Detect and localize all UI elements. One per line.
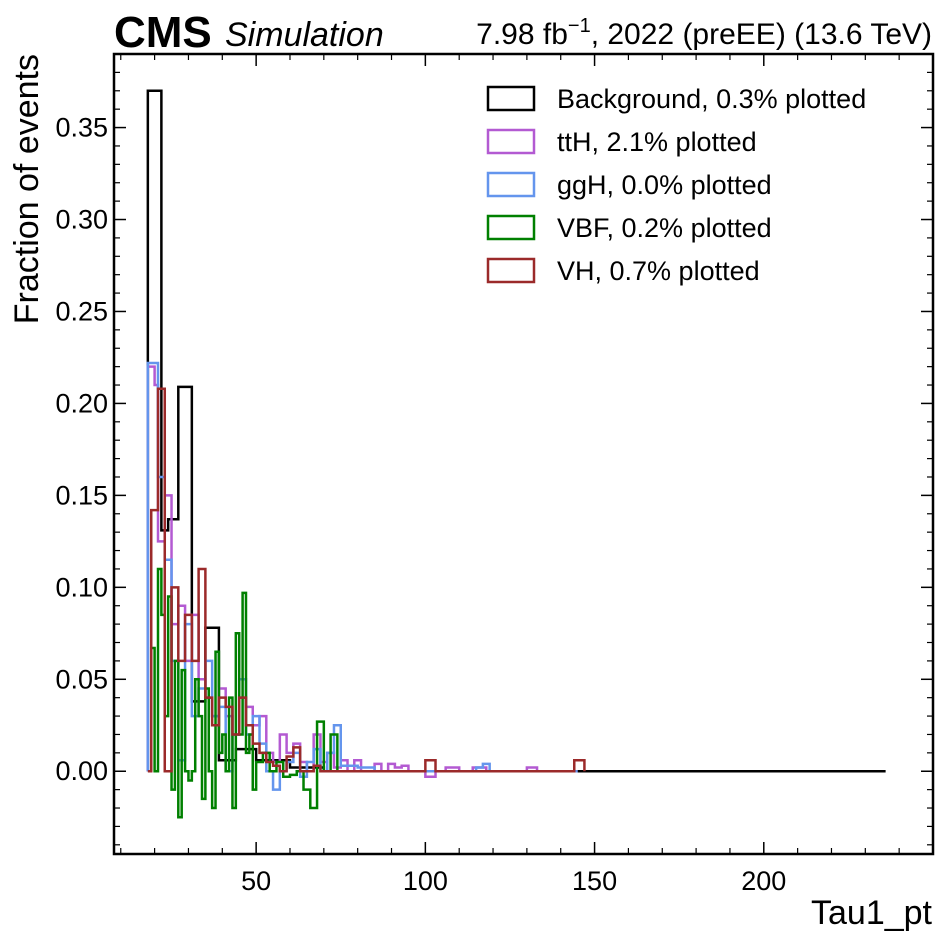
series-line-4: [147, 387, 586, 773]
y-tick-label: 0.10: [55, 572, 108, 602]
legend-swatch-4: [486, 257, 536, 284]
series-layer: [146, 89, 886, 819]
series-line-0: [146, 89, 886, 773]
y-tick-label: 0.05: [55, 664, 108, 694]
legend-label-2: ggH, 0.0% plotted: [557, 170, 772, 200]
legend-swatch-3: [486, 214, 536, 241]
legend-label-4: VH, 0.7% plotted: [557, 256, 760, 286]
header: CMS Simulation 7.98 fb−1, 2022 (preEE) (…: [114, 8, 932, 57]
experiment-label: CMS: [114, 8, 212, 57]
legend-swatch-2: [486, 171, 536, 198]
y-tick-label: 0.15: [55, 480, 108, 510]
plot-frame: [112, 52, 935, 856]
y-tick-label: 0.20: [55, 388, 108, 418]
legend: Background, 0.3% plotted ttH, 2.1% plotte…: [486, 84, 866, 286]
x-tick-label: 100: [403, 866, 448, 896]
lumi-exponent: −1: [568, 15, 591, 37]
x-tick-label: 150: [572, 866, 617, 896]
legend-swatch-1: [486, 128, 536, 155]
ticks-layer: 50 100 150 200 0.00 0.05 0.10 0.15 0.20 0.25 0.30 0…: [55, 54, 933, 896]
y-tick-label: 0.00: [55, 756, 108, 786]
legend-label-3: VBF, 0.2% plotted: [557, 213, 772, 243]
y-tick-label: 0.25: [55, 296, 108, 326]
series-line-3: [149, 567, 339, 819]
lumi-rest: , 2022 (preEE) (13.6 TeV): [591, 18, 932, 51]
x-tick-label: 50: [241, 866, 271, 896]
x-tick-label: 200: [741, 866, 786, 896]
luminosity-label: 7.98 fb−1, 2022 (preEE) (13.6 TeV): [476, 15, 932, 51]
y-tick-label: 0.30: [55, 205, 108, 235]
legend-label-1: ttH, 2.1% plotted: [557, 127, 757, 157]
y-tick-label: 0.35: [55, 113, 108, 143]
lumi-value: 7.98 fb: [476, 18, 568, 51]
legend-label-0: Background, 0.3% plotted: [557, 84, 866, 114]
y-axis-title: Fraction of events: [8, 54, 46, 324]
x-axis-title: Tau1_pt: [811, 894, 933, 932]
status-label: Simulation: [225, 16, 384, 54]
legend-swatch-0: [486, 85, 536, 112]
